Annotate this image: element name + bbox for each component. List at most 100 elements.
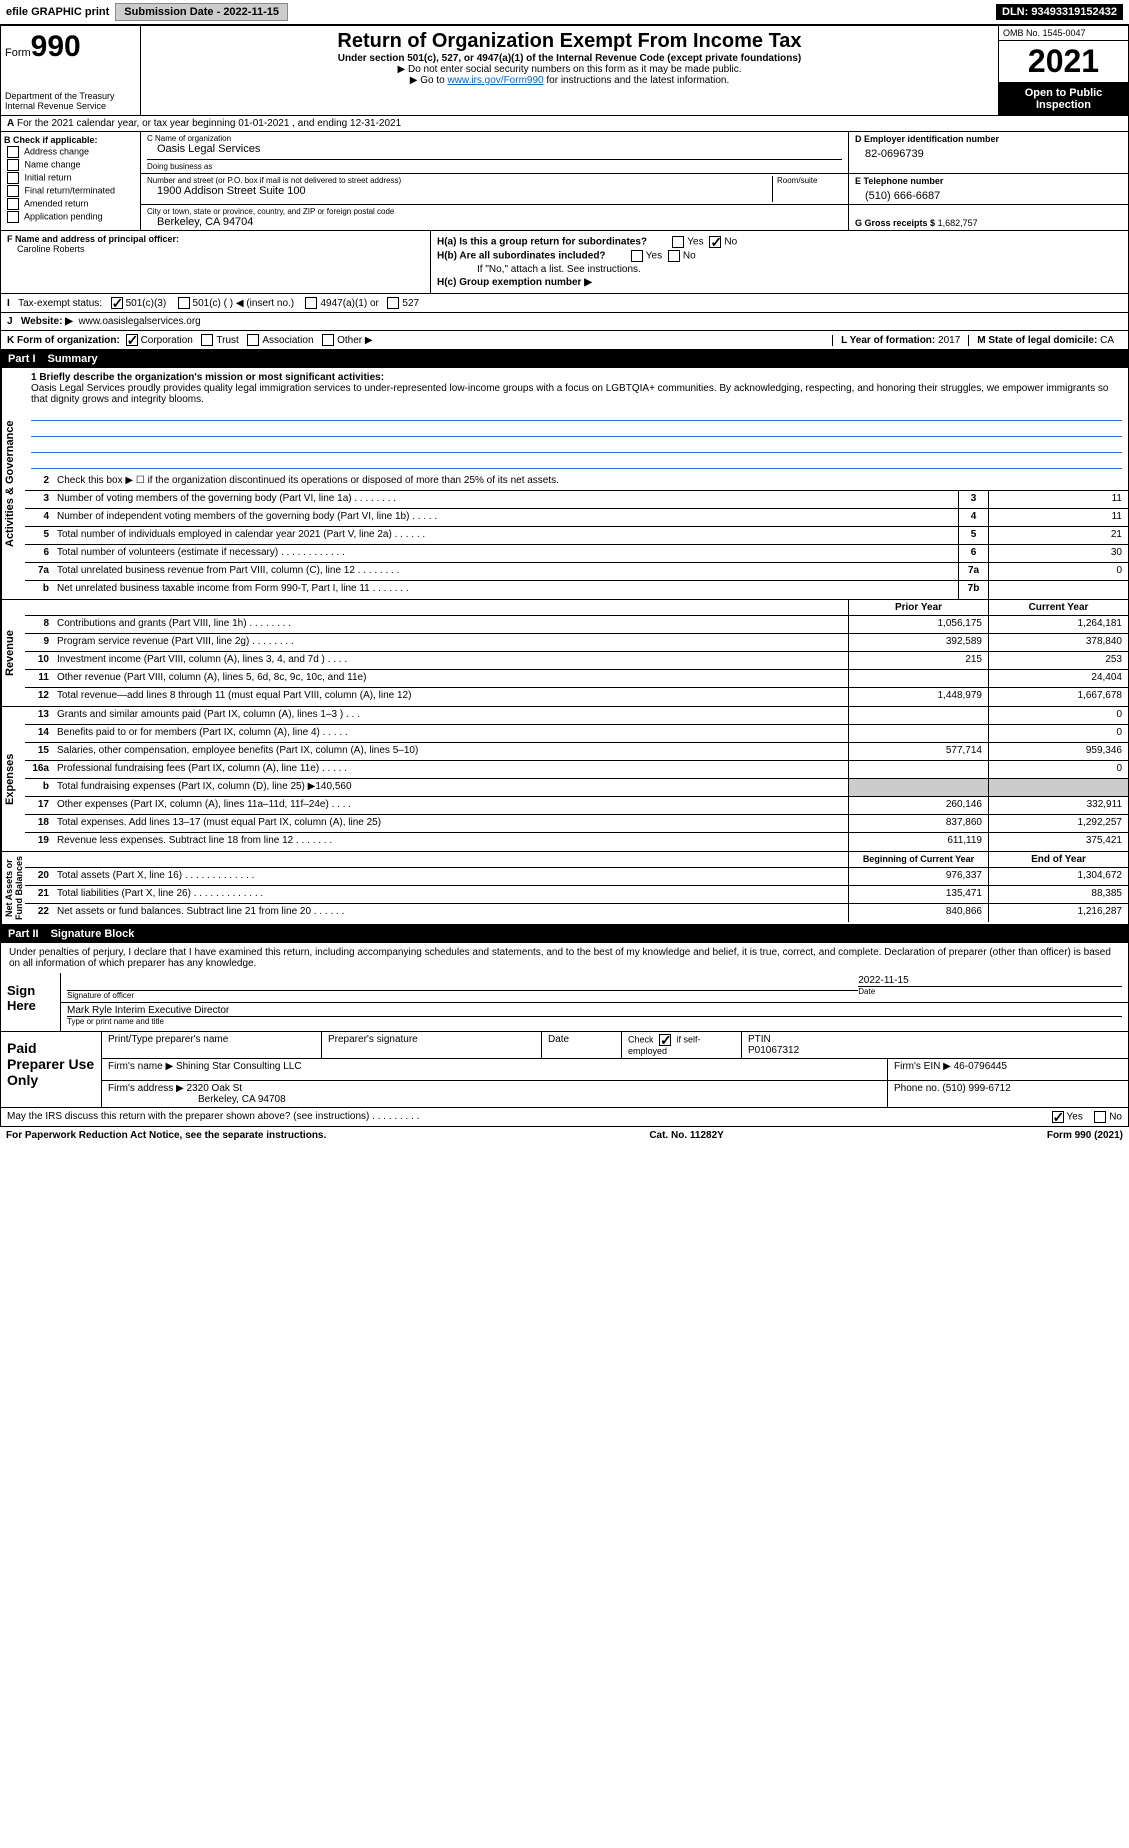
chk-final-return[interactable]: Final return/terminated	[4, 185, 137, 197]
prior-year-value: 1,056,175	[848, 616, 988, 633]
revenue-section: Revenue Prior Year Current Year 8 Contri…	[0, 600, 1129, 707]
line-desc: Total revenue—add lines 8 through 11 (mu…	[53, 688, 848, 706]
prior-year-value	[848, 670, 988, 687]
side-governance: Activities & Governance	[1, 368, 25, 599]
k-label: K Form of organization:	[7, 335, 120, 346]
discuss-no[interactable]	[1094, 1111, 1106, 1123]
signature-section: Under penalties of perjury, I declare th…	[0, 943, 1129, 1032]
cell-value: 30	[988, 545, 1128, 562]
cell-num: 7a	[958, 563, 988, 580]
line-desc: Contributions and grants (Part VIII, lin…	[53, 616, 848, 633]
hb-yes[interactable]	[631, 250, 643, 262]
chk-address-change[interactable]: Address change	[4, 146, 137, 158]
firm-addr1: 2320 Oak St	[187, 1083, 243, 1094]
submission-date-button[interactable]: Submission Date - 2022-11-15	[115, 3, 288, 21]
chk-amended[interactable]: Amended return	[4, 198, 137, 210]
prep-sig-hdr: Preparer's signature	[328, 1034, 535, 1045]
line-desc: Total expenses. Add lines 13–17 (must eq…	[53, 815, 848, 832]
line-desc: Other revenue (Part VIII, column (A), li…	[53, 670, 848, 687]
row-j-website: J Website: ▶ www.oasislegalservices.org	[0, 313, 1129, 331]
line-num: 13	[25, 707, 53, 724]
ha-no[interactable]	[709, 236, 721, 248]
top-bar: efile GRAPHIC print Submission Date - 20…	[0, 0, 1129, 25]
chk-app-pending[interactable]: Application pending	[4, 211, 137, 223]
room-label: Room/suite	[777, 176, 842, 185]
irs-link[interactable]: www.irs.gov/Form990	[447, 75, 543, 86]
line-num: 11	[25, 670, 53, 687]
form-header-center: Return of Organization Exempt From Incom…	[141, 26, 998, 115]
form-subtitle: Under section 501(c), 527, or 4947(a)(1)…	[149, 53, 990, 64]
website-label: Website: ▶	[21, 316, 73, 327]
table-row: 6 Total number of volunteers (estimate i…	[25, 545, 1128, 563]
ha-yes[interactable]	[672, 236, 684, 248]
current-year-value: 375,421	[988, 833, 1128, 851]
line-num: 6	[25, 545, 53, 562]
cell-value: 11	[988, 509, 1128, 526]
current-year-value: 0	[988, 725, 1128, 742]
opt-corp: Corporation	[141, 335, 193, 346]
current-year-value: 332,911	[988, 797, 1128, 814]
gross-value: 1,682,757	[938, 218, 978, 228]
chk-name-change[interactable]: Name change	[4, 159, 137, 171]
line-desc: Benefits paid to or for members (Part IX…	[53, 725, 848, 742]
chk-label: Final return/terminated	[25, 185, 116, 195]
chk-self-employed[interactable]	[659, 1034, 671, 1046]
sig-label: Signature of officer	[67, 991, 858, 1000]
table-row: 3 Number of voting members of the govern…	[25, 491, 1128, 509]
current-year-value: 88,385	[988, 886, 1128, 903]
firm-label: Firm's name ▶	[108, 1061, 173, 1072]
discuss-yes[interactable]	[1052, 1111, 1064, 1123]
sig-date-field: 2022-11-15 Date	[858, 975, 1122, 1000]
table-row: 16a Professional fundraising fees (Part …	[25, 761, 1128, 779]
hb-no[interactable]	[668, 250, 680, 262]
city-value: Berkeley, CA 94704	[147, 216, 842, 228]
tax-year-range: For the 2021 calendar year, or tax year …	[17, 118, 401, 129]
mission-box: 1 Briefly describe the organization's mi…	[25, 368, 1128, 473]
firm-phone: (510) 999-6712	[942, 1083, 1010, 1094]
chk-other[interactable]	[322, 334, 334, 346]
cell-value: 21	[988, 527, 1128, 544]
row-klm: K Form of organization: Corporation Trus…	[0, 331, 1129, 350]
prior-year-value	[848, 725, 988, 742]
chk-corp[interactable]	[126, 334, 138, 346]
table-row: b Total fundraising expenses (Part IX, c…	[25, 779, 1128, 797]
table-row: 11 Other revenue (Part VIII, column (A),…	[25, 670, 1128, 688]
discuss-text: May the IRS discuss this return with the…	[7, 1111, 419, 1123]
table-row: 13 Grants and similar amounts paid (Part…	[25, 707, 1128, 725]
chk-trust[interactable]	[201, 334, 213, 346]
chk-assoc[interactable]	[247, 334, 259, 346]
chk-501c[interactable]	[178, 297, 190, 309]
gross-label: G Gross receipts $	[855, 218, 935, 228]
officer-print-name: Mark Ryle Interim Executive Director	[67, 1005, 1122, 1017]
table-row: 12 Total revenue—add lines 8 through 11 …	[25, 688, 1128, 706]
chk-label: Initial return	[25, 172, 72, 182]
sig-date: 2022-11-15	[858, 975, 1122, 987]
efile-label: efile GRAPHIC print	[6, 6, 109, 18]
gross-box: G Gross receipts $ 1,682,757	[848, 205, 1128, 230]
chk-4947[interactable]	[305, 297, 317, 309]
line-desc: Number of voting members of the governin…	[53, 491, 958, 508]
current-year-value: 1,216,287	[988, 904, 1128, 922]
chk-501c3[interactable]	[111, 297, 123, 309]
opt-other: Other ▶	[337, 335, 372, 346]
opt-527: 527	[402, 298, 419, 309]
cell-value	[988, 581, 1128, 599]
table-row: 21 Total liabilities (Part X, line 26) .…	[25, 886, 1128, 904]
col-b-title: B Check if applicable:	[4, 135, 137, 145]
opt-4947: 4947(a)(1) or	[320, 298, 378, 309]
firm-phone-label: Phone no.	[894, 1083, 940, 1094]
chk-initial-return[interactable]: Initial return	[4, 172, 137, 184]
line-desc: Net unrelated business taxable income fr…	[53, 581, 958, 599]
firm-addr-label: Firm's address ▶	[108, 1083, 184, 1094]
col-b-checkboxes: B Check if applicable: Address change Na…	[1, 132, 141, 230]
chk-label: Application pending	[24, 211, 103, 221]
prior-year-value: 840,866	[848, 904, 988, 922]
table-row: 7a Total unrelated business revenue from…	[25, 563, 1128, 581]
table-row: 17 Other expenses (Part IX, column (A), …	[25, 797, 1128, 815]
signature-field[interactable]: Signature of officer	[67, 975, 858, 1000]
side-expenses: Expenses	[1, 707, 25, 851]
chk-527[interactable]	[387, 297, 399, 309]
preparer-section: Paid Preparer Use Only Print/Type prepar…	[0, 1032, 1129, 1108]
table-row: 2 Check this box ▶ ☐ if the organization…	[25, 473, 1128, 491]
m-label: M State of legal domicile:	[977, 335, 1097, 346]
